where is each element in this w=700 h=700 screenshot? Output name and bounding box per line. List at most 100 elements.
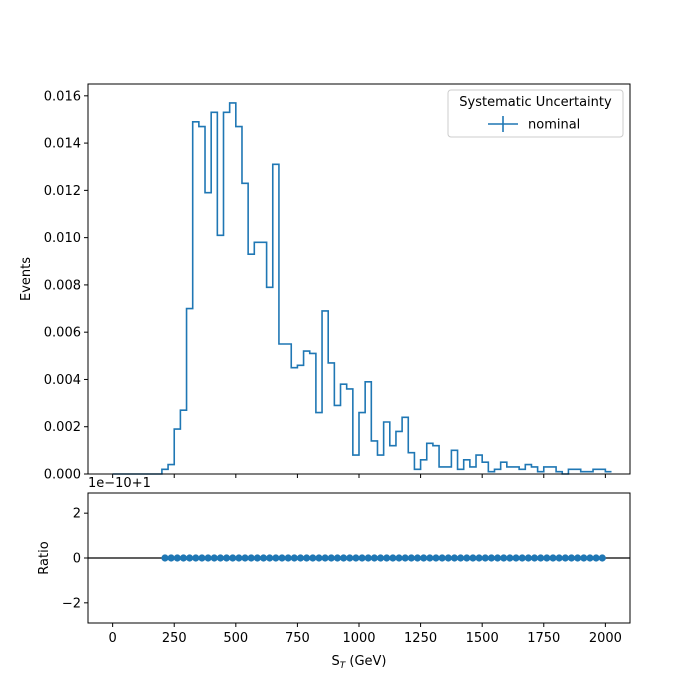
main-histogram-panel: 0.000 0.002 0.004 0.006 0.008 0.010 0.012 0.014… [19,83,631,483]
ratio-point [229,554,237,562]
main-y-tick-label: 0.012 [44,184,81,199]
ratio-x-tick-label: 750 [285,631,310,646]
ratio-x-tick-label: 0 [108,631,116,646]
ratio-panel: −2 0 2 0 250 500 750 1000 1250 1500 1750 2000 1e−10… [37,476,631,671]
x-axis-label-subscript: T [340,661,347,671]
ratio-points [161,554,606,562]
ratio-point [198,554,206,562]
main-y-tick-label: 0.000 [44,468,81,483]
ratio-x-tick-label: 1500 [466,631,499,646]
ratio-x-tick-label: 250 [162,631,187,646]
main-y-tick-label: 0.010 [44,231,81,246]
ratio-point [512,554,520,562]
ratio-point [395,554,403,562]
ratio-ticks: −2 0 2 0 250 500 750 1000 1250 1500 1750 2000 [62,507,622,646]
ratio-point [173,554,181,562]
histogram-step-line [112,102,612,475]
ratio-point [469,554,477,562]
ratio-point [549,554,557,562]
ratio-point [500,554,508,562]
ratio-point [192,554,200,562]
legend-title: Systematic Uncertainty [459,95,612,110]
ratio-point [481,554,489,562]
ratio-point [592,554,600,562]
x-axis-label: ST (GeV) [331,654,386,671]
x-axis-label-main: S [331,654,339,669]
ratio-point [272,554,280,562]
ratio-point [567,554,576,562]
ratio-point [346,554,354,562]
ratio-point [420,554,428,562]
ratio-point [303,554,311,562]
ratio-point [364,554,372,562]
ratio-point [438,554,446,562]
ratio-point [530,554,539,562]
ratio-point [413,554,422,562]
ratio-x-tick-label: 2000 [589,631,622,646]
ratio-point [524,554,532,562]
ratio-point [401,554,409,562]
ratio-point [235,554,243,562]
ratio-point [358,554,366,562]
main-y-tick-label: 0.016 [44,89,81,104]
ratio-point [475,554,483,562]
ratio-y-axis-label: Ratio [37,541,52,574]
ratio-point [444,554,452,562]
ratio-point [315,554,323,562]
main-y-tick-label: 0.014 [44,137,81,152]
ratio-point [487,554,496,562]
ratio-point [161,554,169,562]
ratio-point [321,554,329,562]
main-y-tick-label: 0.002 [44,420,81,435]
ratio-point [266,554,274,562]
ratio-point [327,554,335,562]
ratio-point [506,554,514,562]
ratio-point [389,554,397,562]
ratio-point [216,554,225,562]
ratio-point [426,554,434,562]
ratio-point [222,554,231,562]
ratio-point [241,554,249,562]
ratio-point [296,554,305,562]
ratio-point [376,554,385,562]
ratio-point [179,554,188,562]
ratio-point [555,554,563,562]
main-axes-frame [87,83,631,475]
ratio-point [259,554,268,562]
ratio-axes-frame [87,492,631,624]
ratio-point [167,554,175,562]
ratio-point [210,554,218,562]
ratio-point [253,554,261,562]
main-ticks: 0.000 0.002 0.004 0.006 0.008 0.010 0.012 0.014… [44,89,606,483]
main-y-tick-label: 0.004 [44,373,81,388]
ratio-point [290,554,298,562]
ratio-point [340,554,348,562]
ratio-point [580,554,588,562]
ratio-point [518,554,526,562]
ratio-y-tick-label: 0 [73,552,81,567]
main-y-axis-label: Events [19,257,34,301]
ratio-point [383,554,391,562]
ratio-y-tick-label: −2 [62,596,81,611]
ratio-point [574,554,582,562]
ratio-point [247,554,255,562]
ratio-point [352,554,360,562]
ratio-point [370,554,378,562]
ratio-point [537,554,545,562]
ratio-x-tick-label: 1750 [527,631,560,646]
ratio-point [457,554,465,562]
ratio-x-tick-label: 500 [223,631,248,646]
ratio-point [450,554,459,562]
ratio-point [543,554,551,562]
ratio-point [278,554,286,562]
ratio-point [561,554,569,562]
legend-entry-nominal: nominal [528,118,580,133]
ratio-y-tick-label: 2 [73,507,81,522]
ratio-x-tick-label: 1250 [404,631,437,646]
ratio-point [598,554,606,562]
ratio-point [284,554,292,562]
legend: Systematic Uncertainty nominal [447,89,624,138]
ratio-point [493,554,502,562]
ratio-point [333,554,342,562]
